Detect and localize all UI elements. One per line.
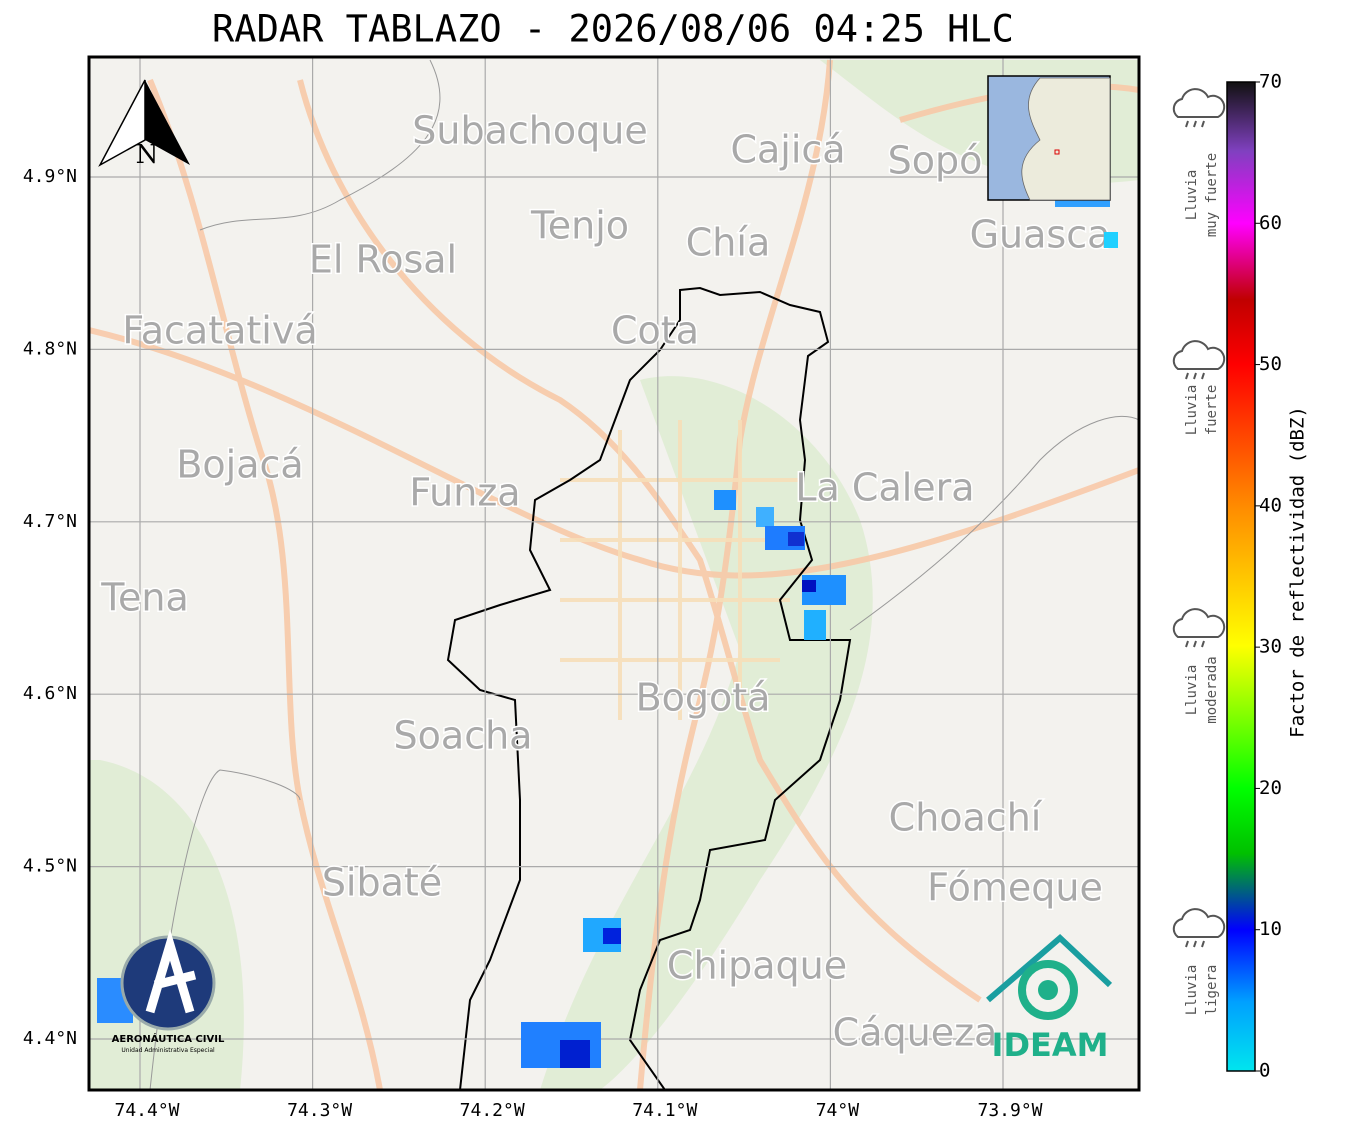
weather-icon (1172, 608, 1226, 638)
place-label: Sibaté (322, 861, 442, 905)
colorbar-label: Factor de reflectividad (dBZ) (1287, 406, 1309, 738)
lon-label: 74.4°W (114, 1100, 179, 1121)
lon-label: 74.2°W (460, 1100, 525, 1121)
place-label: Choachí (889, 796, 1043, 840)
north-arrow: N (98, 79, 190, 170)
intensity-label: Lluvia (1184, 965, 1200, 1016)
place-label: Cajicá (730, 128, 845, 172)
lon-label: 74.3°W (287, 1100, 352, 1121)
place-label: Cota (611, 309, 699, 353)
colorbar-tick-label: 50 (1259, 353, 1282, 375)
place-labels: Subachoque Cajicá Sopó Tenjo Chía Guasca El Ro… (99, 107, 1112, 1056)
echo (802, 580, 816, 592)
intensity-label: moderada (1204, 656, 1220, 723)
lat-label: 4.9°N (23, 166, 77, 187)
place-label: Tenjo (530, 204, 629, 248)
intensity-label: Lluvia (1184, 665, 1200, 716)
weather-icon (1172, 340, 1226, 370)
colorbar-tick-label: 60 (1259, 212, 1282, 234)
lon-label: 73.9°W (977, 1100, 1042, 1121)
place-label: El Rosal (309, 238, 457, 282)
place-label: Chipaque (667, 944, 847, 988)
rain-drops (1185, 640, 1205, 648)
place-label: Soacha (394, 714, 533, 758)
weather-icon (1172, 908, 1226, 938)
colorbar-tick-label: 0 (1259, 1060, 1270, 1082)
colorbar-tick-label: 40 (1259, 494, 1282, 516)
echo (804, 610, 826, 640)
echo (756, 507, 774, 527)
map: Subachoque Cajicá Sopó Tenjo Chía Guasca El Ro… (89, 57, 1139, 1090)
lat-label: 4.6°N (23, 683, 77, 704)
lat-label: 4.5°N (23, 856, 77, 877)
rain-drops (1185, 940, 1205, 948)
aerocivil-logo: AERONÁUTICA CIVIL Unidad Administrativa … (112, 929, 225, 1054)
place-label: Bojacá (176, 443, 303, 487)
intensity-label: fuerte (1204, 385, 1220, 436)
place-label: Bogotá (636, 676, 771, 720)
urban-roads (560, 420, 800, 720)
rain-drops (1185, 120, 1205, 128)
intensity-label: Lluvia (1184, 385, 1200, 436)
echo (603, 928, 621, 944)
colorbar-tick-label: 70 (1259, 71, 1282, 93)
map-frame (87, 55, 1141, 1092)
logo-text: AERONÁUTICA CIVIL (112, 1032, 225, 1045)
place-label: Sopó (888, 139, 983, 183)
lon-label: 74.1°W (632, 1100, 697, 1121)
north-label: N (136, 140, 159, 170)
intensity-label: Lluvia (1184, 170, 1200, 221)
echo (788, 532, 804, 546)
intensity-label: muy fuerte (1204, 153, 1220, 237)
place-label: La Calera (795, 466, 974, 510)
colorbar-tick-label: 20 (1259, 777, 1282, 799)
lat-label: 4.8°N (23, 338, 77, 359)
lon-label: 74°W (816, 1100, 860, 1121)
rain-drops (1185, 372, 1205, 380)
weather-icon (1172, 88, 1226, 118)
title: RADAR TABLAZO - 2026/08/06 04:25 HLC (212, 8, 1014, 51)
echo (1104, 232, 1118, 248)
colorbar-tick-label: 30 (1259, 636, 1282, 658)
place-label: Guasca (970, 213, 1111, 257)
colorbar (1226, 81, 1256, 1072)
intensity-label: ligera (1204, 965, 1220, 1016)
lat-label: 4.7°N (23, 511, 77, 532)
logo-text: IDEAM (992, 1026, 1109, 1064)
lat-label: 4.4°N (23, 1028, 77, 1049)
echo (560, 1040, 590, 1068)
place-label: Fómeque (927, 866, 1103, 910)
place-label: Facatativá (122, 309, 317, 353)
ideam-logo: IDEAM (986, 933, 1113, 1064)
inset-map (987, 75, 1111, 201)
logo-subtext: Unidad Administrativa Especial (121, 1047, 215, 1054)
place-label: Cáqueza (833, 1011, 998, 1055)
place-label: Funza (409, 471, 520, 515)
graticule (89, 57, 1139, 1090)
place-label: Subachoque (412, 109, 647, 153)
colorbar-tick-label: 10 (1259, 918, 1282, 940)
echo (714, 490, 736, 510)
place-label: Tena (100, 576, 189, 620)
place-label: Chía (686, 221, 770, 265)
bogota-boundary (446, 286, 852, 1090)
